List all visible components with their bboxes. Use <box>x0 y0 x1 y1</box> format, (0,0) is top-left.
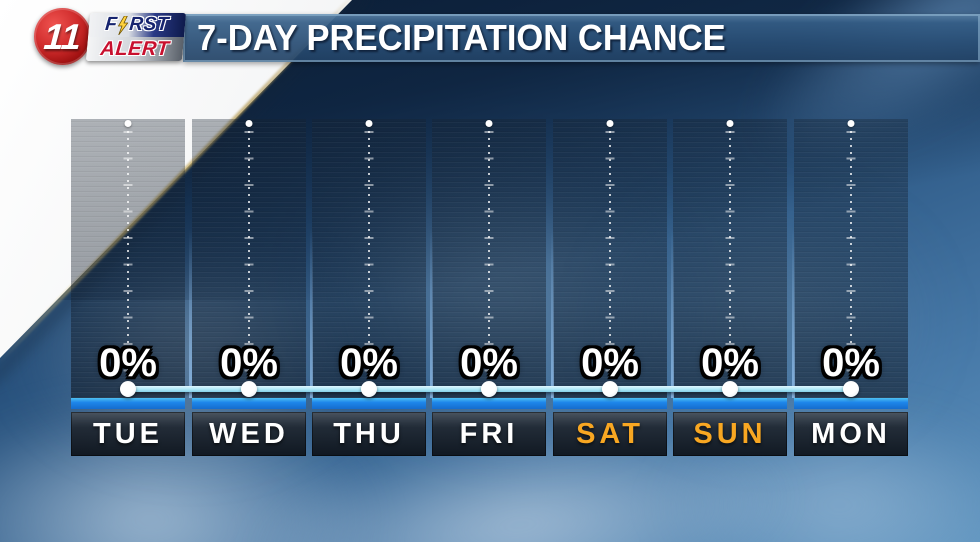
title-bar: 7-DAY PRECIPITATION CHANCE <box>183 14 980 62</box>
day-cell: TUE <box>71 412 185 456</box>
scale-ticks <box>725 131 735 383</box>
value-label: 0% <box>220 341 278 385</box>
value-label: 0% <box>581 341 639 385</box>
first-label-left: F <box>104 14 119 35</box>
data-point-marker <box>602 381 618 397</box>
day-cell: MON <box>794 412 908 456</box>
scale-ticks <box>123 131 133 383</box>
scale-top-dot <box>485 120 493 127</box>
value-label: 0% <box>460 341 518 385</box>
data-point-marker <box>241 381 257 397</box>
blue-accent-bar <box>794 398 908 409</box>
scale-top-dot <box>245 120 253 127</box>
first-label-right: RST <box>128 14 170 35</box>
scale-top-dot <box>365 120 373 127</box>
column-gap-glow <box>430 229 433 398</box>
blue-accent-bar <box>71 398 185 409</box>
day-cell: SAT <box>553 412 667 456</box>
blue-accent-bar <box>432 398 546 409</box>
first-alert-badge: F RST ALERT <box>85 13 187 61</box>
data-point-marker <box>843 381 859 397</box>
column-gap-glow <box>551 229 554 398</box>
scale-ticks <box>846 131 856 383</box>
first-label: F RST <box>88 13 187 37</box>
column-gap-glow <box>310 229 313 398</box>
scale-top-dot <box>124 120 132 127</box>
day-column: 0% WED <box>192 119 306 459</box>
scale-ticks <box>484 131 494 383</box>
column-gap-glow <box>792 229 795 398</box>
column-gap-glow <box>671 229 674 398</box>
value-label: 0% <box>822 341 880 385</box>
value-label: 0% <box>340 341 398 385</box>
scale-ticks <box>605 131 615 383</box>
station-logo: 11 F RST ALERT <box>28 5 187 67</box>
scale-top-dot <box>606 120 614 127</box>
day-column: 0% THU <box>312 119 426 459</box>
scale-ticks <box>364 131 374 383</box>
column-gap-glow <box>189 229 192 398</box>
day-cell: SUN <box>673 412 787 456</box>
page-title: 7-DAY PRECIPITATION CHANCE <box>197 17 726 58</box>
data-point-marker <box>722 381 738 397</box>
scale-top-dot <box>726 120 734 127</box>
day-cell: WED <box>192 412 306 456</box>
station-number: 11 <box>42 15 83 57</box>
logo-circle: 11 <box>34 8 91 65</box>
data-point-marker <box>481 381 497 397</box>
blue-accent-bar <box>312 398 426 409</box>
day-column: 0% SAT <box>553 119 667 459</box>
day-cell: THU <box>312 412 426 456</box>
value-label: 0% <box>99 341 157 385</box>
day-column: 0% FRI <box>432 119 546 459</box>
scale-top-dot <box>847 120 855 127</box>
precip-chance-chart: 0% TUE 0% WED 0% THU <box>70 119 911 459</box>
data-point-marker <box>361 381 377 397</box>
value-label: 0% <box>701 341 759 385</box>
day-column: 0% TUE <box>71 119 185 459</box>
blue-accent-bar <box>192 398 306 409</box>
lightning-bolt-icon <box>118 15 129 35</box>
blue-accent-bar <box>553 398 667 409</box>
data-point-marker <box>120 381 136 397</box>
alert-label: ALERT <box>85 37 184 61</box>
scale-ticks <box>244 131 254 383</box>
day-cell: FRI <box>432 412 546 456</box>
day-column: 0% MON <box>794 119 908 459</box>
day-column: 0% SUN <box>673 119 787 459</box>
blue-accent-bar <box>673 398 787 409</box>
